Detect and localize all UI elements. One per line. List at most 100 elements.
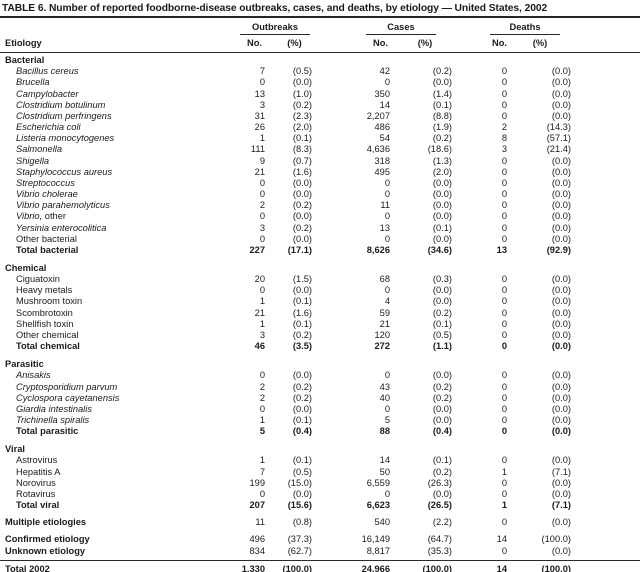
etiology-label: Streptococcus xyxy=(16,177,75,188)
cell-cases-pct: (100.0) xyxy=(422,563,452,572)
cell-outbreaks-pct: (15.0) xyxy=(287,477,312,488)
cell-cases-pct: (0.0) xyxy=(432,189,452,200)
cell-outbreaks-pct: (0.2) xyxy=(292,392,312,403)
cell-outbreaks-pct: (1.6) xyxy=(292,307,312,318)
table-row: Listeria monocytogenes 1 (0.1) 54 (0.2) 8 (57.… xyxy=(0,133,640,144)
column-header-row: Etiology No. (%) No. (%) No. (%) xyxy=(0,35,640,52)
cell-cases-no: 68 xyxy=(379,274,390,285)
etiology-label: Cyclospora cayetanensis xyxy=(16,392,120,403)
etiology-label: Other chemical xyxy=(16,329,79,340)
cell-outbreaks-no: 9 xyxy=(259,155,265,166)
etiology-label: Total chemical xyxy=(16,341,80,352)
etiology-label: Clostridium botulinum xyxy=(16,99,106,110)
table-row: Heavy metals 0 (0.0) 0 (0.0) 0 (0.0) xyxy=(0,285,640,296)
cell-cases-pct: (0.0) xyxy=(432,200,452,211)
cell-deaths-no: 0 xyxy=(501,392,507,403)
etiology-label: Bacillus cereus xyxy=(16,66,79,77)
cell-deaths-no: 0 xyxy=(501,488,507,499)
cell-outbreaks-pct: (0.2) xyxy=(292,381,312,392)
total-row: Total 2002 1,330 (100.0) 24,966 (100.0) 14 (10… xyxy=(0,563,640,572)
cell-deaths-no: 0 xyxy=(501,381,507,392)
cell-deaths-no: 0 xyxy=(501,517,507,528)
cell-cases-pct: (0.2) xyxy=(432,381,452,392)
cell-outbreaks-no: 1 xyxy=(259,455,265,466)
etiology-label: Mushroom toxin xyxy=(16,296,83,307)
cell-deaths-no: 0 xyxy=(501,77,507,88)
cell-deaths-no: 1 xyxy=(501,500,507,511)
etiology-label: Scombrotoxin xyxy=(16,307,73,318)
etiology-label: Shellfish toxin xyxy=(16,318,74,329)
summary-row: Multiple etiologies 11 (0.8) 540 (2.2) 0 (0.0) xyxy=(0,517,640,528)
cell-cases-no: 8,817 xyxy=(366,545,390,556)
cell-deaths-pct: (0.0) xyxy=(551,517,571,528)
cell-deaths-no: 0 xyxy=(501,307,507,318)
cell-cases-pct: (0.0) xyxy=(432,488,452,499)
cell-deaths-pct: (0.0) xyxy=(551,455,571,466)
cell-deaths-no: 0 xyxy=(501,415,507,425)
cell-cases-no: 88 xyxy=(379,426,390,437)
cell-deaths-no: 0 xyxy=(501,189,507,200)
etiology-label: Listeria monocytogenes xyxy=(16,133,115,144)
cell-cases-no: 486 xyxy=(374,122,390,133)
table-row: Trichinella spiralis 1 (0.1) 5 (0.0) 0 (0.0) xyxy=(0,415,640,426)
cell-cases-no: 0 xyxy=(384,285,390,296)
cell-outbreaks-pct: (0.1) xyxy=(292,455,312,466)
cell-outbreaks-no: 1,330 xyxy=(241,563,265,572)
cell-cases-no: 14 xyxy=(379,455,390,466)
etiology-label: Cryptosporidium parvum xyxy=(16,381,118,392)
cell-outbreaks-pct: (0.0) xyxy=(292,370,312,381)
cell-deaths-pct: (0.0) xyxy=(551,77,571,88)
cell-cases-no: 120 xyxy=(374,329,390,340)
cell-deaths-no: 0 xyxy=(501,274,507,285)
table-row: Staphylococcus aureus 21 (1.6) 495 (2.0) 0 (0.… xyxy=(0,167,640,178)
cell-deaths-pct: (0.0) xyxy=(551,285,571,296)
outbreaks-group: Outbreaks xyxy=(217,22,312,35)
cell-outbreaks-pct: (0.1) xyxy=(292,133,312,144)
cell-cases-no: 43 xyxy=(379,381,390,392)
cell-deaths-pct: (0.0) xyxy=(551,296,571,307)
cases-no-header: No. xyxy=(373,38,388,48)
cell-cases-no: 495 xyxy=(374,166,390,177)
cell-outbreaks-pct: (0.0) xyxy=(292,189,312,200)
cell-outbreaks-no: 26 xyxy=(254,122,265,133)
cell-cases-no: 0 xyxy=(384,233,390,244)
etiology-label: Staphylococcus aureus xyxy=(16,166,113,177)
cell-deaths-no: 0 xyxy=(501,66,507,77)
table-row: Vibrio, other 0 (0.0) 0 (0.0) 0 (0.0) xyxy=(0,211,640,222)
cell-deaths-no: 0 xyxy=(501,211,507,222)
cell-deaths-pct: (0.0) xyxy=(551,426,571,437)
cell-outbreaks-no: 0 xyxy=(259,403,265,414)
cell-cases-no: 5 xyxy=(384,415,390,425)
table-row: Shellfish toxin 1 (0.1) 21 (0.1) 0 (0.0) xyxy=(0,319,640,330)
cell-deaths-no: 0 xyxy=(501,233,507,244)
cell-deaths-pct: (0.0) xyxy=(551,415,571,425)
table-row: Vibrio cholerae 0 (0.0) 0 (0.0) 0 (0.0) xyxy=(0,189,640,200)
cell-cases-pct: (0.0) xyxy=(432,415,452,425)
cell-outbreaks-pct: (0.0) xyxy=(292,211,312,222)
cell-deaths-pct: (0.0) xyxy=(551,166,571,177)
cell-outbreaks-no: 11 xyxy=(255,517,265,528)
cell-deaths-no: 3 xyxy=(501,144,507,155)
cell-deaths-pct: (0.0) xyxy=(551,477,571,488)
cell-deaths-pct: (0.0) xyxy=(551,392,571,403)
cell-deaths-pct: (14.3) xyxy=(546,122,571,133)
cell-outbreaks-no: 0 xyxy=(259,285,265,296)
table-row: Ciguatoxin 20 (1.5) 68 (0.3) 0 (0.0) xyxy=(0,274,640,285)
deaths-group: Deaths xyxy=(460,22,571,35)
cell-outbreaks-pct: (0.5) xyxy=(292,466,312,477)
cell-cases-pct: (64.7) xyxy=(427,534,452,545)
cell-outbreaks-no: 0 xyxy=(259,77,265,88)
cell-outbreaks-pct: (2.0) xyxy=(292,122,312,133)
cell-deaths-pct: (57.1) xyxy=(546,133,571,144)
deaths-pct-header: (%) xyxy=(532,38,548,48)
summary-row: Unknown etiology 834 (62.7) 8,817 (35.3) 0 (0.… xyxy=(0,546,640,557)
cell-outbreaks-no: 21 xyxy=(254,166,265,177)
cell-deaths-no: 0 xyxy=(501,222,507,233)
cell-cases-no: 8,626 xyxy=(366,244,390,255)
cell-cases-no: 318 xyxy=(374,155,390,166)
cell-cases-pct: (35.3) xyxy=(427,545,452,556)
cell-outbreaks-no: 1 xyxy=(259,415,265,425)
cell-deaths-no: 0 xyxy=(501,200,507,211)
cell-deaths-pct: (0.0) xyxy=(551,99,571,110)
etiology-label: Total bacterial xyxy=(16,244,79,255)
